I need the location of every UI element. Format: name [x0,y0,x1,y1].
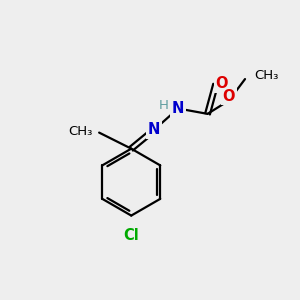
Text: CH₃: CH₃ [254,69,279,82]
Text: N: N [172,101,184,116]
Text: O: O [223,89,235,104]
Text: O: O [215,76,228,92]
Text: N: N [148,122,160,137]
Text: CH₃: CH₃ [68,125,92,138]
Text: H: H [158,99,168,112]
Text: Cl: Cl [123,228,139,243]
